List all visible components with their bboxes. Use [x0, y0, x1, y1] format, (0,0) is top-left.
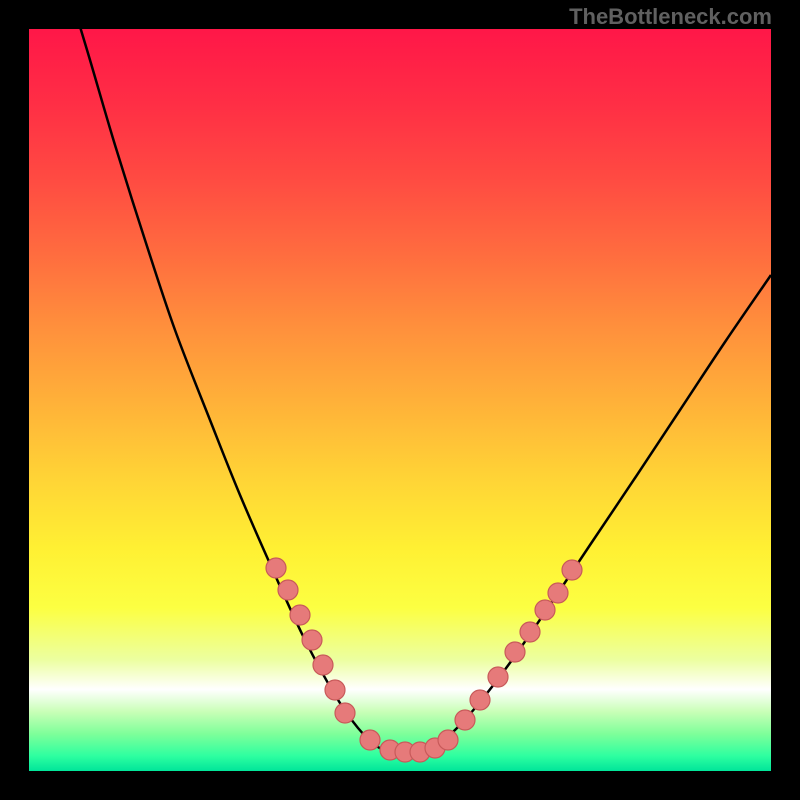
- watermark-text: TheBottleneck.com: [569, 4, 772, 30]
- data-marker: [505, 642, 525, 662]
- data-marker: [266, 558, 286, 578]
- data-marker: [548, 583, 568, 603]
- data-marker: [325, 680, 345, 700]
- data-marker: [290, 605, 310, 625]
- data-marker: [520, 622, 540, 642]
- data-marker: [313, 655, 333, 675]
- gradient-rect: [29, 29, 771, 771]
- frame-bottom: [0, 771, 800, 800]
- data-marker: [335, 703, 355, 723]
- frame-right: [771, 0, 800, 800]
- data-marker: [302, 630, 322, 650]
- data-marker: [455, 710, 475, 730]
- data-marker: [278, 580, 298, 600]
- data-marker: [535, 600, 555, 620]
- data-marker: [488, 667, 508, 687]
- data-marker: [438, 730, 458, 750]
- data-marker: [360, 730, 380, 750]
- frame-left: [0, 0, 29, 800]
- data-marker: [470, 690, 490, 710]
- chart-svg: [0, 0, 800, 800]
- data-marker: [562, 560, 582, 580]
